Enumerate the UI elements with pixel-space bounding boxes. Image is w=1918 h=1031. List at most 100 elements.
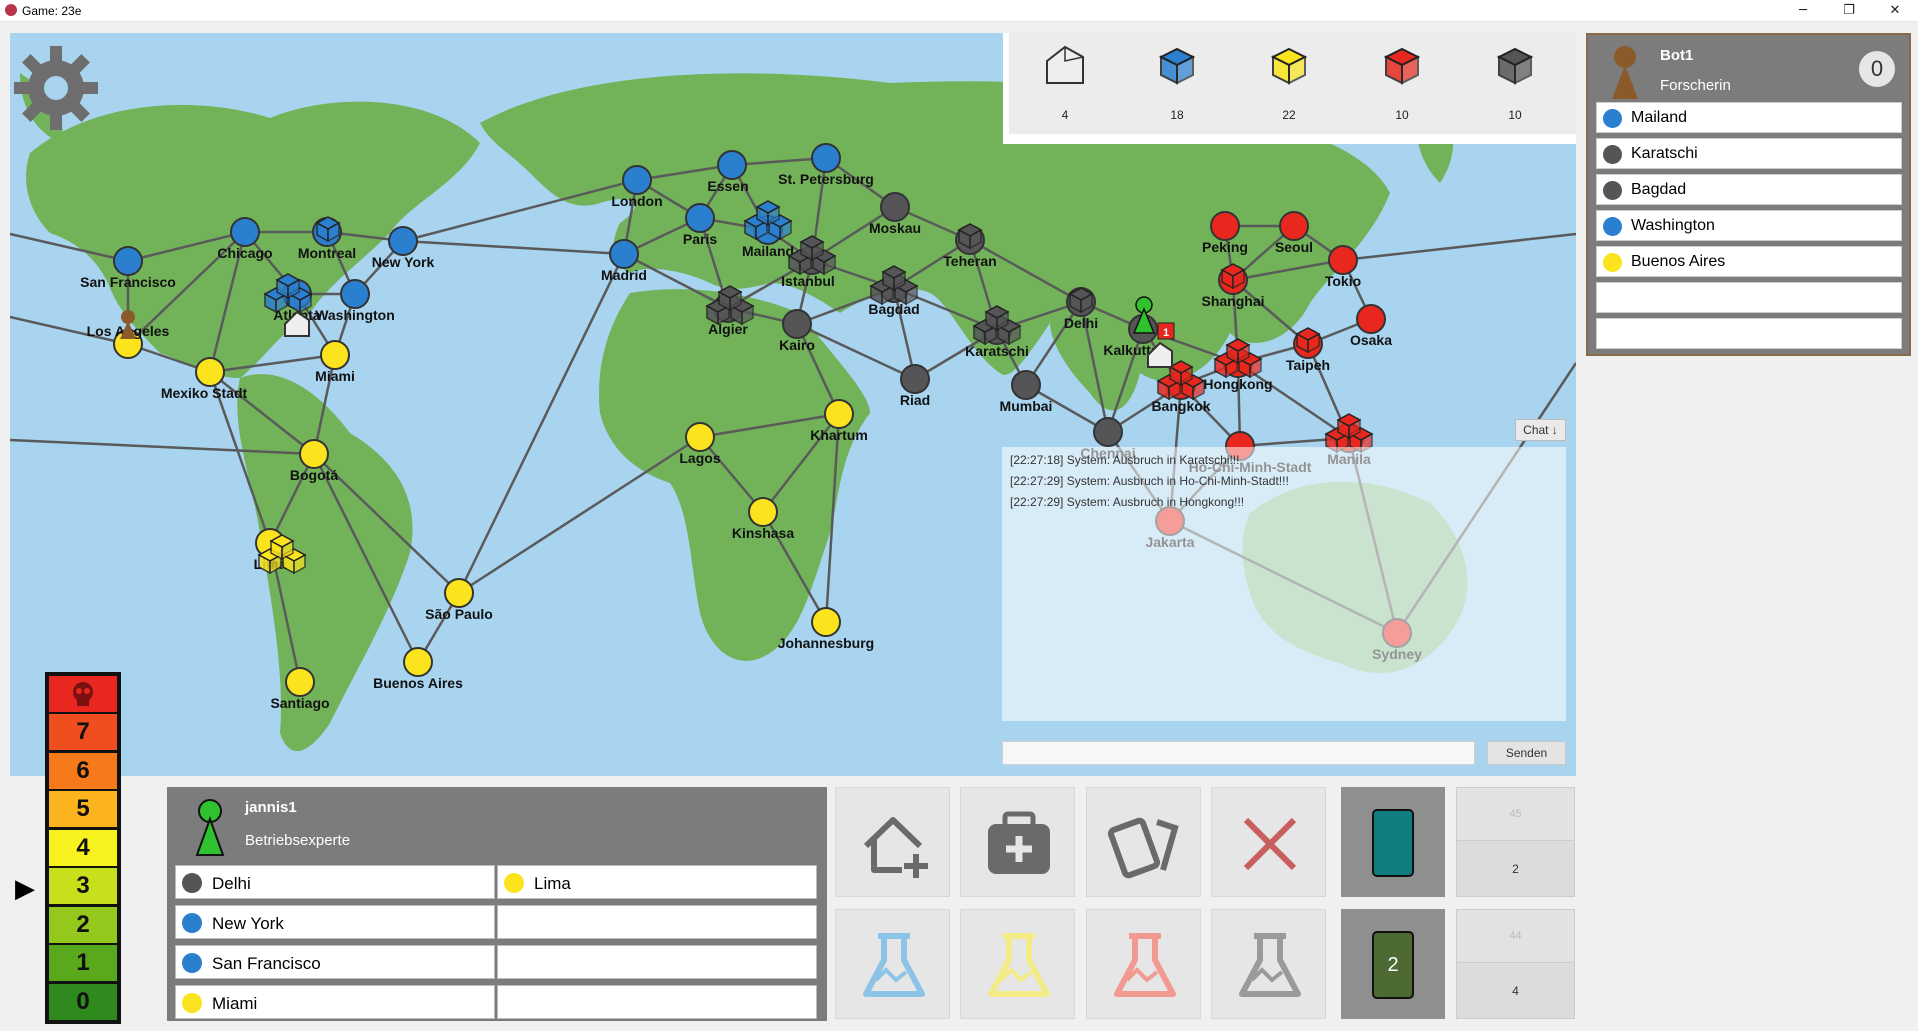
city-marker[interactable] (230, 217, 260, 247)
maximize-button[interactable]: ❐ (1843, 3, 1855, 18)
city-marker[interactable] (748, 497, 778, 527)
city-marker[interactable] (299, 439, 329, 469)
chat-input[interactable] (1002, 741, 1475, 765)
share-cards-button[interactable] (1086, 787, 1201, 897)
city-marker[interactable] (444, 578, 474, 608)
city-marker[interactable] (685, 203, 715, 233)
city-kairo[interactable]: Kairo (779, 309, 815, 353)
player-card[interactable]: San Francisco (175, 945, 495, 979)
route-line (969, 238, 1082, 304)
city-marker[interactable] (900, 364, 930, 394)
city-marker[interactable] (717, 150, 747, 180)
city-label: Johannesburg (778, 635, 874, 651)
city-chicago[interactable]: Chicago (217, 217, 273, 261)
city-buenos-aires[interactable]: Buenos Aires (373, 647, 463, 691)
player-card[interactable]: Lima (497, 865, 817, 899)
city-marker[interactable] (811, 143, 841, 173)
chat-toggle-button[interactable]: Chat ↓ (1515, 419, 1566, 441)
route-line (824, 413, 841, 623)
cure-black-button[interactable] (1211, 909, 1326, 1019)
city-marker[interactable] (285, 667, 315, 697)
bot-card[interactable]: Bagdad (1596, 174, 1902, 205)
city-s-o-paulo[interactable]: São Paulo (425, 578, 493, 622)
close-button[interactable]: ✕ (1889, 3, 1901, 18)
city-marker[interactable] (1011, 370, 1041, 400)
cure-red-button[interactable] (1086, 909, 1201, 1019)
city-madrid[interactable]: Madrid (601, 239, 647, 283)
city-washington[interactable]: Washington (315, 279, 395, 323)
outbreak-level: 0 (49, 983, 117, 1020)
city-paris[interactable]: Paris (683, 203, 717, 247)
city-marker[interactable] (1093, 417, 1123, 447)
city-label: Bangkok (1151, 398, 1210, 414)
cancel-button[interactable] (1211, 787, 1326, 897)
city-marker[interactable] (1356, 304, 1386, 334)
treat-disease-button[interactable] (960, 787, 1075, 897)
city-london[interactable]: London (611, 165, 663, 209)
build-station-button[interactable] (835, 787, 950, 897)
cure-blue-button[interactable] (835, 909, 950, 1019)
send-button[interactable]: Senden (1487, 741, 1566, 765)
city-peking[interactable]: Peking (1202, 211, 1248, 255)
city-marker[interactable] (320, 340, 350, 370)
infection-rate-card[interactable]: 2 (1372, 931, 1414, 999)
city-marker[interactable] (880, 192, 910, 222)
city-johannesburg[interactable]: Johannesburg (778, 607, 874, 651)
city-miami[interactable]: Miami (315, 340, 355, 384)
city-marker[interactable] (685, 422, 715, 452)
city-marker[interactable] (1210, 211, 1240, 241)
city-new-york[interactable]: New York (372, 226, 435, 270)
bot-card[interactable]: Mailand (1596, 102, 1902, 133)
city-marker[interactable] (340, 279, 370, 309)
route-line (402, 239, 625, 256)
city-bogot-[interactable]: Bogotá (290, 439, 338, 483)
city-marker[interactable] (1328, 245, 1358, 275)
city-santiago[interactable]: Santiago (270, 667, 330, 711)
city-marker[interactable] (824, 399, 854, 429)
city-lagos[interactable]: Lagos (679, 422, 721, 466)
settings-gear-icon[interactable] (12, 44, 100, 132)
player-pawn-icon[interactable] (1132, 296, 1156, 334)
bot-card[interactable]: Buenos Aires (1596, 246, 1902, 277)
route-line (313, 453, 460, 594)
city-mexiko-stadt[interactable]: Mexiko Stadt (161, 357, 248, 401)
bot-card[interactable]: Karatschi (1596, 138, 1902, 169)
player-card[interactable]: New York (175, 905, 495, 939)
city-marker[interactable] (782, 309, 812, 339)
city-moskau[interactable]: Moskau (869, 192, 921, 236)
city-label: São Paulo (425, 606, 493, 622)
city-marker[interactable] (388, 226, 418, 256)
city-marker[interactable] (1279, 211, 1309, 241)
city-osaka[interactable]: Osaka (1350, 304, 1392, 348)
cure-yellow-button[interactable] (960, 909, 1075, 1019)
city-seoul[interactable]: Seoul (1275, 211, 1313, 255)
city-marker[interactable] (609, 239, 639, 269)
disease-cube (275, 273, 301, 300)
bot-card[interactable]: Washington (1596, 210, 1902, 241)
infection-discard-deck[interactable]: 44 4 (1456, 909, 1575, 1019)
city-marker[interactable] (195, 357, 225, 387)
city-st-petersburg[interactable]: St. Petersburg (778, 143, 874, 187)
city-riad[interactable]: Riad (900, 364, 930, 408)
player-deck-card[interactable] (1372, 809, 1414, 877)
city-marker[interactable] (811, 607, 841, 637)
disease-cubes: 1 (120, 200, 1374, 575)
city-tokio[interactable]: Tokio (1325, 245, 1361, 289)
city-label: Tokio (1325, 273, 1361, 289)
city-marker[interactable] (622, 165, 652, 195)
city-label: London (611, 193, 662, 209)
card-city-label: Miami (212, 994, 258, 1013)
player-discard-deck[interactable]: 45 2 (1456, 787, 1575, 897)
city-san-francisco[interactable]: San Francisco (80, 246, 176, 290)
route-line (1232, 279, 1309, 345)
city-marker[interactable] (403, 647, 433, 677)
player-card[interactable]: Delhi (175, 865, 495, 899)
city-kinshasa[interactable]: Kinshasa (732, 497, 794, 541)
city-khartum[interactable]: Khartum (810, 399, 868, 443)
minimize-button[interactable]: ─ (1799, 3, 1807, 18)
city-essen[interactable]: Essen (707, 150, 749, 194)
player-card[interactable]: Miami (175, 985, 495, 1019)
city-mumbai[interactable]: Mumbai (1000, 370, 1053, 414)
city-marker[interactable] (113, 246, 143, 276)
